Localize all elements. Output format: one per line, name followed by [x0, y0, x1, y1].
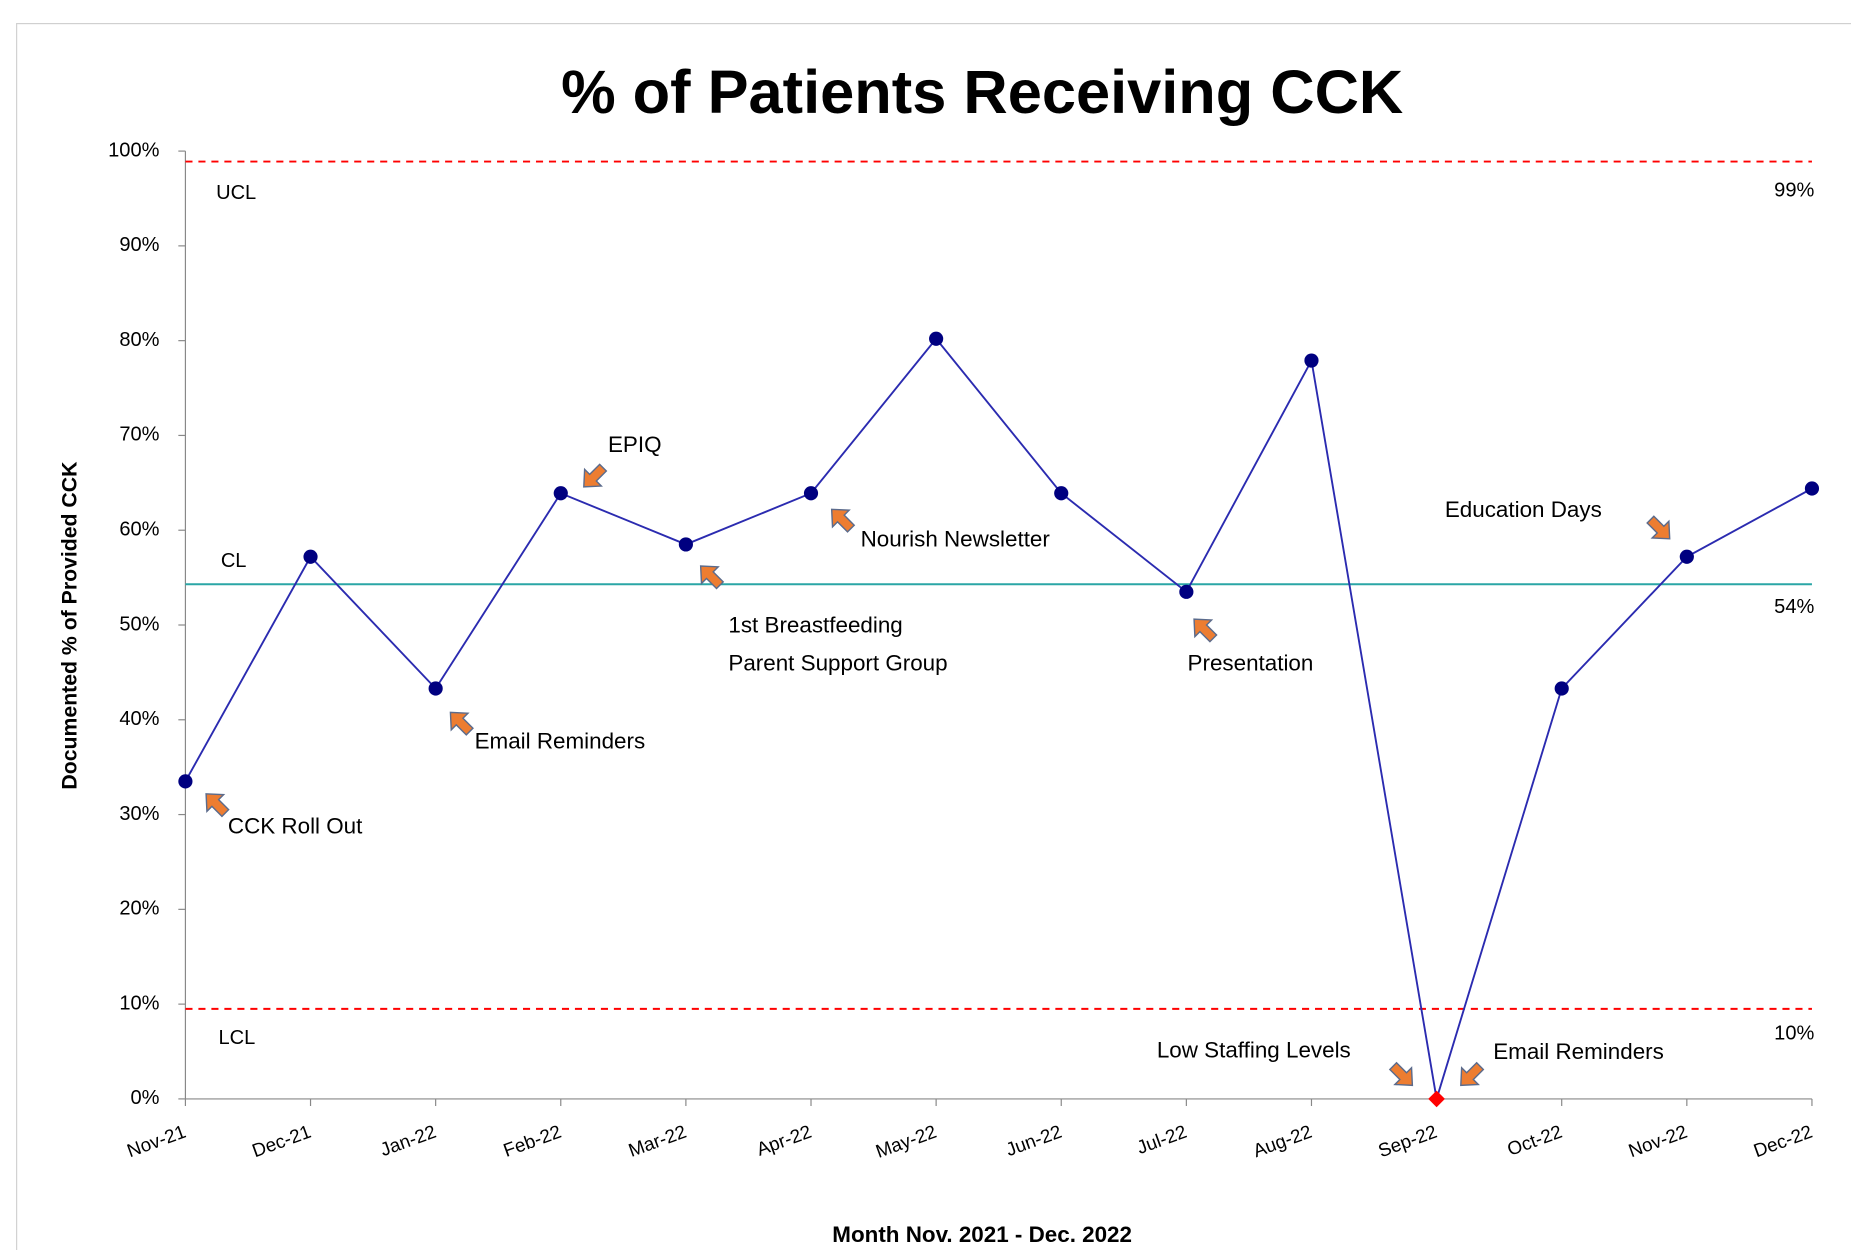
point-marker [1054, 486, 1069, 501]
point-marker [803, 486, 819, 501]
annotation-text: Email Reminders [1493, 1039, 1664, 1064]
annotation-text: Education Days [1445, 497, 1602, 522]
control-line-name: UCL [216, 182, 256, 204]
annotation-arrow [1388, 1061, 1414, 1087]
point-marker [1554, 681, 1569, 696]
point-marker [1804, 481, 1820, 496]
annotation-arrow [830, 508, 856, 533]
control-line-name: LCL [218, 1027, 255, 1049]
y-tick-label: 70% [119, 424, 159, 446]
y-tick-label: 30% [119, 803, 159, 825]
control-line-label: 54% [1774, 596, 1814, 618]
annotation-text: Presentation [1188, 650, 1314, 675]
control-line-label: 99% [1774, 180, 1814, 202]
chart-border [16, 23, 1851, 1250]
annotation-text: Email Reminders [475, 728, 646, 753]
point-marker [178, 774, 193, 789]
y-axis-title: Documented % of Provided CCK [58, 461, 82, 790]
annotation-text: CCK Roll Out [228, 813, 363, 838]
y-tick-label: 90% [119, 234, 159, 256]
point-marker [1304, 353, 1319, 368]
point-marker [1428, 1090, 1445, 1108]
annotation-text: Parent Support Group [728, 650, 947, 675]
x-axis-title: Month Nov. 2021 - Dec. 2022 [832, 1222, 1132, 1247]
annotation-arrow [449, 711, 474, 736]
annotation-arrow [205, 793, 230, 818]
y-tick-label: 100% [108, 139, 159, 161]
y-tick-label: 50% [119, 613, 159, 635]
point-marker [553, 486, 568, 501]
point-marker [929, 331, 944, 346]
point-marker [1679, 549, 1694, 564]
annotation-arrow [1193, 618, 1218, 643]
series-line [184, 337, 1813, 1100]
annotation-arrow [583, 463, 608, 488]
y-tick-label: 40% [119, 708, 159, 730]
chart-title: % of Patients Receiving CCK [561, 58, 1403, 127]
y-tick-label: 60% [119, 519, 159, 541]
point-marker [303, 549, 318, 564]
y-tick-label: 20% [119, 898, 159, 920]
control-line-name: CL [221, 550, 247, 572]
y-tick-label: 0% [130, 1087, 159, 1109]
annotation-arrow [1646, 515, 1671, 540]
point-marker [678, 537, 693, 552]
annotation-arrow [699, 565, 725, 590]
y-tick-label: 80% [119, 329, 159, 351]
annotation-text: Low Staffing Levels [1157, 1038, 1351, 1063]
annotation-text: Nourish Newsletter [861, 527, 1051, 552]
annotation-text: EPIQ [608, 432, 662, 457]
y-tick-label: 10% [119, 992, 159, 1014]
annotation-arrow [1460, 1061, 1485, 1087]
control-line-label: 10% [1774, 1022, 1814, 1044]
point-marker [1179, 584, 1194, 599]
point-marker [428, 681, 443, 696]
annotation-text: 1st Breastfeeding [728, 613, 902, 638]
